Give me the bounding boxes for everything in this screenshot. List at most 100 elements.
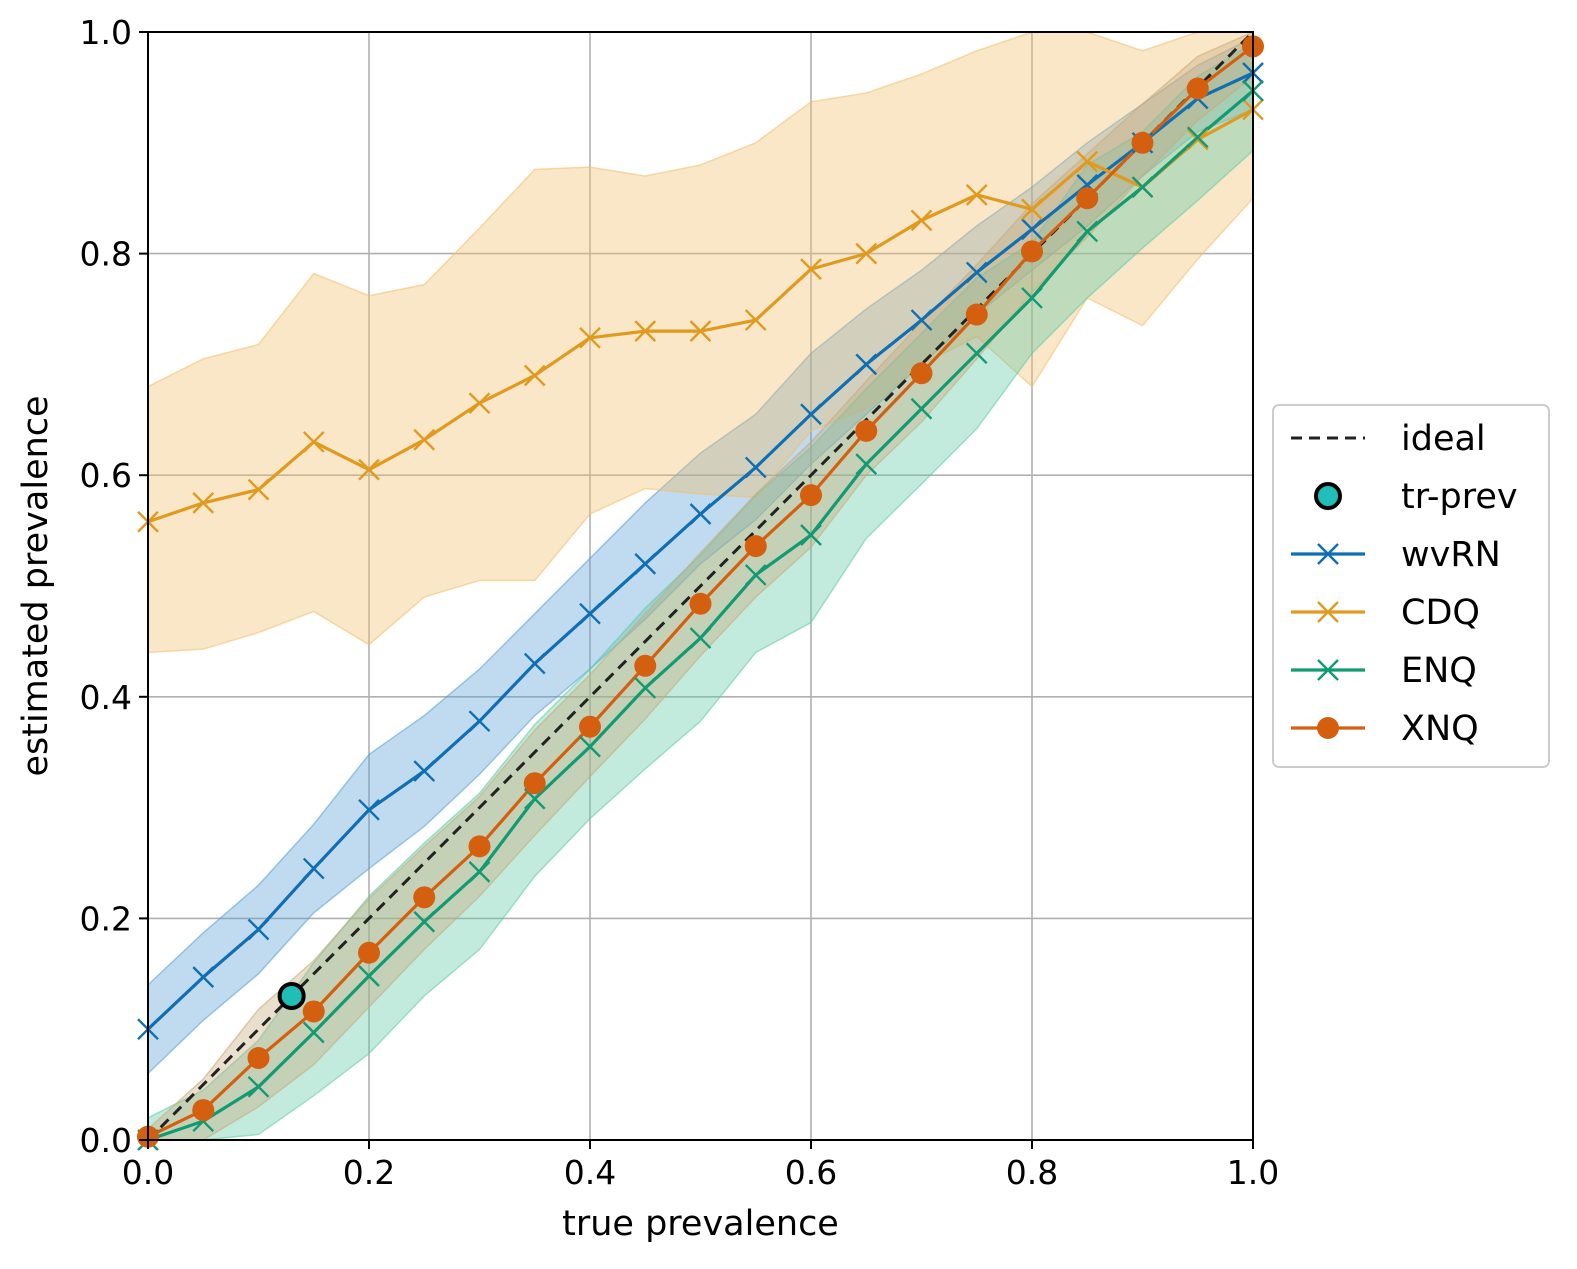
legend-cdq-label: CDQ xyxy=(1401,593,1480,633)
x-tick-label: 0.0 xyxy=(122,1153,174,1192)
point-cdq xyxy=(689,320,712,343)
point-enq xyxy=(1021,287,1043,309)
y-tick-label: 0.6 xyxy=(80,456,132,495)
point-cdq xyxy=(1076,150,1099,173)
point-wvrn xyxy=(302,857,325,880)
point-xnq xyxy=(855,419,878,442)
point-cdq xyxy=(579,326,601,349)
point-xnq xyxy=(468,835,491,858)
point-xnq xyxy=(302,1000,325,1023)
point-enq xyxy=(579,735,601,758)
point-enq xyxy=(1076,220,1099,243)
legend-enq-label: ENQ xyxy=(1401,651,1477,691)
point-xnq xyxy=(910,362,933,385)
point-cdq xyxy=(413,428,436,451)
point-wvrn xyxy=(468,710,491,733)
point-cdq xyxy=(800,258,822,280)
point-cdq xyxy=(1021,198,1043,221)
point-enq xyxy=(855,453,878,475)
point-wvrn xyxy=(192,966,215,988)
point-enq xyxy=(689,627,712,649)
point-xnq xyxy=(800,484,822,507)
point-wvrn xyxy=(800,403,822,426)
point-enq xyxy=(358,965,380,987)
x-axis-label: true prevalence xyxy=(562,1204,839,1244)
point-cdq xyxy=(634,320,657,343)
point-enq xyxy=(634,677,657,699)
point-wvrn xyxy=(689,503,712,525)
point-cdq xyxy=(358,458,380,481)
point-wvrn xyxy=(965,261,988,284)
point-wvrn xyxy=(855,353,878,376)
point-wvrn xyxy=(1021,218,1043,241)
point-cdq xyxy=(855,242,878,265)
legend-tr-prev-swatch xyxy=(1314,482,1342,510)
point-xnq xyxy=(192,1099,215,1122)
y-tick-label: 1.0 xyxy=(80,13,132,52)
legend-xnq-label: XNQ xyxy=(1401,709,1479,749)
point-enq xyxy=(1131,176,1154,198)
point-xnq xyxy=(247,1047,270,1070)
point-cdq xyxy=(247,478,270,501)
plot-frame xyxy=(147,31,1254,1141)
y-tick-label: 0.4 xyxy=(80,678,132,717)
legend-wvrn-label: wvRN xyxy=(1401,535,1501,575)
point-enq xyxy=(468,861,491,883)
point-xnq xyxy=(1131,131,1154,154)
point-cdq xyxy=(744,309,767,331)
axis-ticks: 0.0 0.2 0.4 0.6 0.8 1.0 0.0 0.2 0.4 0.6 0.8 1.0 xyxy=(80,13,1280,1192)
legend-enq-marker xyxy=(1317,659,1339,681)
x-tick-label: 1.0 xyxy=(1227,1153,1279,1192)
point-enq xyxy=(413,910,436,933)
legend: ideal tr-prev wvRN CDQ ENQ XNQ xyxy=(1272,404,1550,768)
point-xnq xyxy=(523,772,546,795)
point-xnq xyxy=(413,886,436,909)
point-xnq xyxy=(1021,240,1043,263)
point-xnq xyxy=(689,592,712,615)
point-wvrn xyxy=(358,798,380,821)
legend-wvrn-marker xyxy=(1317,543,1339,565)
point-enq xyxy=(800,524,822,546)
point-xnq xyxy=(634,654,657,677)
point-cdq xyxy=(910,209,933,232)
point-enq xyxy=(247,1075,270,1098)
point-xnq xyxy=(579,715,601,738)
point-xnq xyxy=(744,535,767,558)
legend-tr-prev-label: tr-prev xyxy=(1401,477,1518,517)
point-xnq xyxy=(1076,187,1099,210)
point-wvrn xyxy=(579,602,601,625)
point-wvrn xyxy=(247,918,270,941)
point-wvrn xyxy=(634,552,657,575)
legend-box xyxy=(1272,404,1550,768)
tr-prev-point xyxy=(277,981,306,1010)
x-tick-label: 0.8 xyxy=(1006,1153,1058,1192)
point-cdq xyxy=(965,184,988,206)
point-xnq xyxy=(1186,77,1209,100)
point-cdq xyxy=(302,431,325,453)
point-cdq xyxy=(1186,128,1209,151)
x-tick-label: 0.4 xyxy=(564,1153,616,1192)
series-markers xyxy=(137,35,1264,1151)
point-wvrn xyxy=(744,456,767,479)
point-wvrn xyxy=(523,652,546,675)
point-enq xyxy=(302,1021,325,1044)
point-cdq xyxy=(192,492,215,514)
legend-xnq-marker xyxy=(1317,717,1339,739)
point-cdq xyxy=(523,364,546,387)
legend-cdq-marker xyxy=(1317,601,1339,623)
x-tick-label: 0.2 xyxy=(343,1153,395,1192)
point-xnq xyxy=(965,303,988,326)
point-xnq xyxy=(358,941,380,964)
x-tick-label: 0.6 xyxy=(785,1153,837,1192)
point-enq xyxy=(523,787,546,810)
y-axis-label: estimated prevalence xyxy=(16,395,56,776)
point-enq xyxy=(1186,126,1209,149)
y-tick-label: 0.2 xyxy=(80,899,132,938)
legend-ideal-label: ideal xyxy=(1401,419,1486,459)
point-enq xyxy=(910,397,933,420)
y-tick-label: 0.0 xyxy=(80,1121,132,1160)
point-wvrn xyxy=(413,760,436,782)
point-enq xyxy=(965,342,988,365)
point-enq xyxy=(744,564,767,586)
